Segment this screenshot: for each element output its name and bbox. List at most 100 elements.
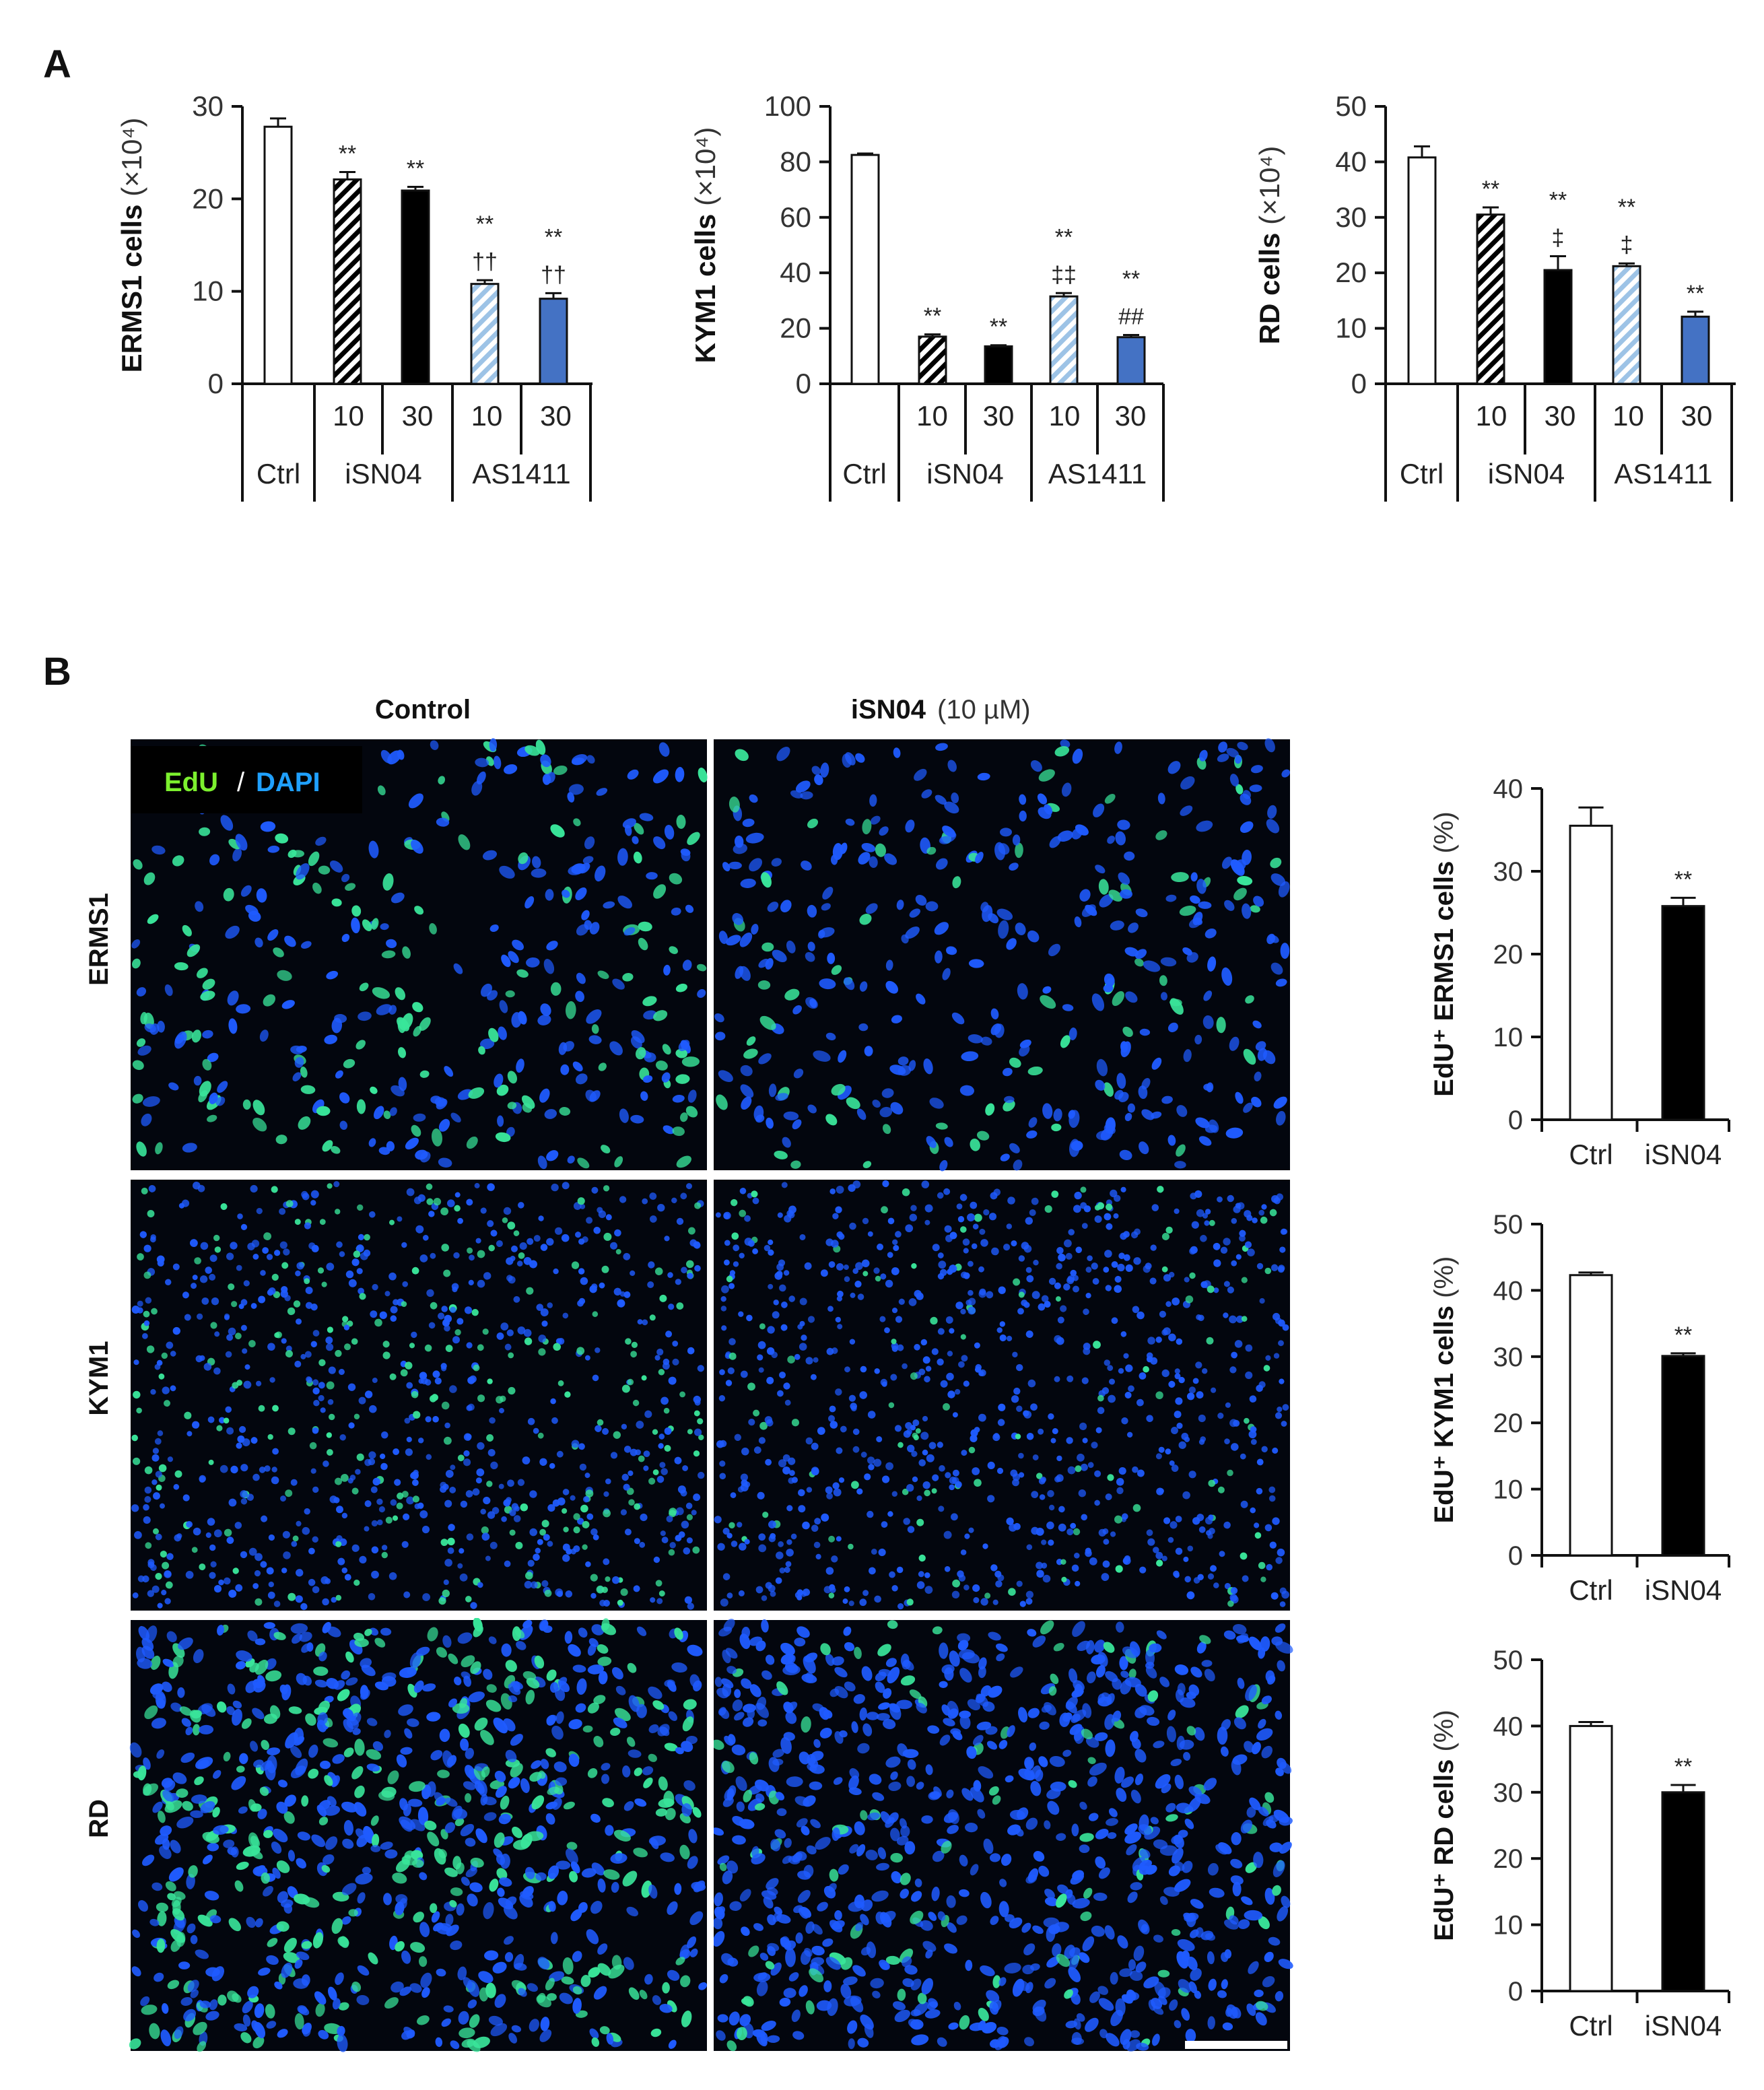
edu-nucleus: [525, 1572, 533, 1580]
dapi-nucleus: [1207, 2016, 1215, 2029]
dapi-nucleus: [406, 1382, 413, 1389]
edu-nucleus: [875, 1275, 881, 1282]
dapi-nucleus: [469, 1882, 483, 1893]
dapi-nucleus: [939, 836, 952, 844]
dapi-nucleus: [907, 1759, 916, 1770]
dapi-nucleus: [687, 1089, 697, 1103]
dapi-nucleus: [263, 1622, 275, 1629]
dapi-nucleus: [944, 1225, 952, 1233]
dapi-nucleus: [1135, 1961, 1147, 1973]
dapi-nucleus: [885, 959, 893, 971]
dapi-nucleus: [968, 1034, 983, 1044]
edu-nucleus: [597, 970, 609, 980]
dapi-nucleus: [516, 1641, 527, 1650]
edu-nucleus: [505, 1660, 517, 1673]
dapi-nucleus: [825, 1238, 834, 1246]
dapi-nucleus: [508, 2033, 518, 2044]
dapi-nucleus: [1273, 1096, 1287, 1109]
dapi-nucleus: [444, 1559, 452, 1567]
dapi-nucleus: [939, 1642, 949, 1659]
dapi-nucleus: [739, 1889, 751, 1901]
dapi-nucleus: [463, 1433, 472, 1441]
dapi-nucleus: [454, 1677, 462, 1685]
dapi-nucleus: [1093, 1892, 1108, 1901]
edu-nucleus: [443, 1436, 452, 1445]
dapi-nucleus: [426, 1712, 441, 1722]
edu-nucleus: [419, 1070, 430, 1078]
dapi-nucleus: [900, 1889, 909, 1899]
dapi-nucleus: [927, 1725, 940, 1734]
dapi-nucleus: [504, 1952, 514, 1962]
column-header-control: Control: [375, 695, 471, 724]
dapi-nucleus: [578, 1268, 585, 1275]
dapi-nucleus: [1083, 1347, 1091, 1355]
dapi-nucleus: [1266, 1563, 1273, 1571]
edu-nucleus: [1013, 1278, 1021, 1286]
dapi-nucleus: [388, 1005, 397, 1015]
bar: [850, 154, 880, 385]
dapi-nucleus: [889, 1065, 906, 1075]
dapi-nucleus: [623, 1252, 631, 1260]
dapi-nucleus: [544, 1109, 557, 1119]
dapi-nucleus: [370, 1486, 378, 1493]
dapi-nucleus: [1122, 1513, 1128, 1520]
dapi-nucleus: [752, 2029, 766, 2037]
dapi-nucleus: [343, 1708, 353, 1719]
dapi-nucleus: [725, 1380, 733, 1386]
dapi-nucleus: [182, 1291, 189, 1299]
edu-nucleus: [569, 1870, 578, 1883]
group-label: Ctrl: [1400, 458, 1444, 490]
dapi-nucleus: [1277, 1407, 1283, 1413]
edu-nucleus: [805, 2000, 815, 2015]
dapi-nucleus: [833, 1777, 843, 1785]
dapi-nucleus: [609, 1041, 623, 1056]
dapi-nucleus: [1057, 1316, 1064, 1324]
edu-nucleus: [631, 1341, 638, 1349]
group-label: Ctrl: [257, 458, 300, 490]
dapi-nucleus: [564, 1631, 573, 1644]
dapi-nucleus: [556, 1590, 564, 1597]
edu-nucleus: [848, 1543, 854, 1550]
dapi-nucleus: [512, 939, 524, 951]
dapi-nucleus: [811, 1524, 819, 1532]
dapi-nucleus: [1085, 1293, 1091, 1299]
dapi-nucleus: [780, 1937, 792, 1949]
dapi-nucleus: [503, 1207, 512, 1215]
dapi-nucleus: [1226, 747, 1240, 757]
dapi-nucleus: [912, 1476, 918, 1483]
edu-nucleus: [935, 1122, 948, 1130]
dapi-nucleus: [1227, 1194, 1234, 1203]
dapi-nucleus: [1187, 1545, 1194, 1552]
dapi-nucleus: [811, 1442, 819, 1450]
dapi-nucleus: [1128, 1385, 1134, 1392]
dapi-nucleus: [722, 1649, 731, 1664]
dapi-nucleus: [450, 1306, 456, 1314]
y-axis-label: EdU⁺ RD cells (%): [1429, 1710, 1459, 1941]
dapi-nucleus: [852, 1268, 858, 1274]
dapi-nucleus: [921, 1180, 930, 1188]
dapi-nucleus: [180, 1997, 193, 2006]
dapi-nucleus: [1042, 1574, 1051, 1583]
dapi-nucleus: [590, 1592, 597, 1599]
panel-letter-a: A: [43, 42, 71, 86]
edu-nucleus: [635, 1047, 646, 1060]
edu-nucleus: [615, 1249, 621, 1254]
dapi-nucleus: [400, 1819, 413, 1832]
dapi-nucleus: [1229, 1036, 1240, 1051]
dapi-nucleus: [1116, 1073, 1126, 1089]
edu-nucleus: [639, 1990, 648, 2000]
dapi-nucleus: [261, 1515, 268, 1522]
dapi-nucleus: [213, 1529, 222, 1538]
dapi-nucleus: [733, 843, 748, 854]
dapi-nucleus: [891, 1585, 898, 1592]
edu-nucleus: [648, 1477, 656, 1485]
edu-nucleus: [1056, 1953, 1070, 1967]
edu-nucleus: [364, 1628, 372, 1636]
edu-nucleus: [846, 1097, 860, 1110]
edu-nucleus: [1044, 1205, 1052, 1213]
dapi-nucleus: [844, 1276, 850, 1282]
edu-nucleus: [638, 1455, 645, 1462]
dapi-nucleus: [540, 1244, 548, 1251]
dapi-nucleus: [726, 1592, 733, 1599]
dapi-nucleus: [444, 1066, 454, 1077]
